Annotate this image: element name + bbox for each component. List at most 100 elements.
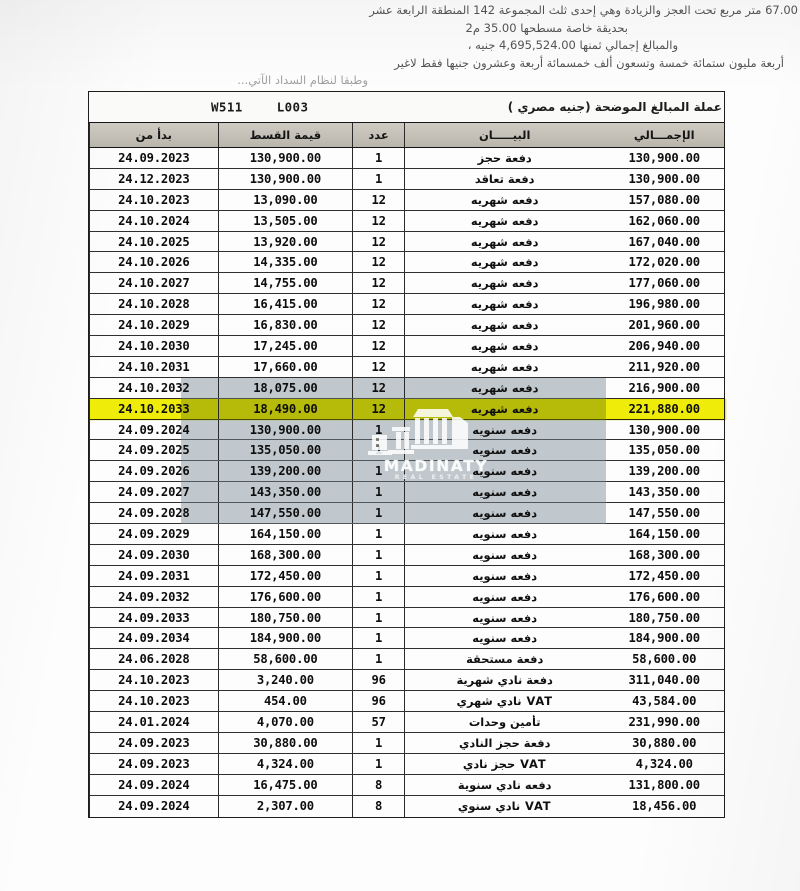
table-row[interactable]: 24.10.2031 17,660.00 12 دفعه شهريه 211,920.0… — [89, 356, 724, 378]
table-row[interactable]: 24.10.2033 18,490.00 12 دفعه شهريه 221,880.0… — [89, 398, 724, 420]
table-row[interactable]: 24.01.2024 4,070.00 57 تأمين وحدات 231,990.0… — [89, 712, 724, 733]
cell-description-value: دفعة تعاقد — [474, 171, 535, 186]
table-row[interactable]: 24.10.2025 13,920.00 12 دفعه شهريه 167,040.0… — [89, 231, 724, 253]
table-row[interactable]: 24.09.2023 4,324.00 1 VAT حجز نادي 4,324.00 — [89, 753, 724, 775]
table-row[interactable]: 24.10.2027 14,755.00 12 دفعه شهريه 177,060.0… — [89, 273, 724, 295]
cell-start-date-value: 24.10.2030 — [118, 338, 190, 353]
cell-description: تأمين وحدات — [404, 712, 604, 732]
cell-installment-value-value: 143,350.00 — [249, 485, 322, 500]
cell-start-date-value: 24.09.2026 — [118, 464, 190, 479]
cell-count: 1 — [352, 419, 404, 440]
table-row[interactable]: 24.10.2032 18,075.00 12 دفعه شهريه 216,900.0… — [89, 377, 724, 399]
cell-description: دفعه سنويه — [404, 586, 604, 607]
cell-total-value: 211,920.00 — [628, 359, 701, 374]
cell-start-date-value: 24.10.2023 — [118, 192, 190, 207]
cell-count-value: 57 — [371, 714, 386, 729]
cell-description-value: VAT نادي سنوي — [457, 799, 552, 814]
cell-start-date: 24.09.2034 — [89, 628, 218, 649]
table-row[interactable]: 24.10.2023 13,090.00 12 دفعه شهريه 157,080.0… — [89, 189, 724, 211]
cell-total-value: 58,600.00 — [632, 652, 697, 667]
table-row[interactable]: 24.12.2023 130,900.00 1 دفعة تعاقد 130,900.0… — [89, 168, 724, 190]
cell-start-date: 24.09.2024 — [89, 795, 218, 817]
cell-installment-value-value: 18,490.00 — [253, 401, 318, 416]
table-row[interactable]: 24.10.2023 454.00 96 VAT نادي شهري 43,584.00 — [89, 691, 724, 713]
table-row[interactable]: 24.10.2029 16,830.00 12 دفعه شهريه 201,960.0… — [89, 315, 724, 337]
table-row[interactable]: 24.09.2027 143,350.00 1 دفعه سنويه 143,350.0… — [89, 482, 724, 504]
cell-description-value: دفعة مستحقة — [466, 652, 544, 667]
table-row[interactable]: 24.09.2031 172,450.00 1 دفعه سنويه 172,450.0… — [89, 565, 724, 587]
table-row[interactable]: 24.09.2024 2,307.00 8 VAT نادي سنوي 18,456.0… — [89, 795, 724, 817]
cell-installment-value: 13,505.00 — [217, 210, 353, 231]
table-row[interactable]: 24.09.2028 147,550.00 1 دفعه سنويه 147,550.0… — [89, 503, 724, 525]
table-row[interactable]: 24.10.2024 13,505.00 12 دفعه شهريه 162,060.0… — [89, 210, 724, 232]
cell-installment-value: 184,900.00 — [217, 628, 353, 649]
cell-total-value: 221,880.00 — [628, 401, 701, 416]
table-row[interactable]: 24.09.2029 164,150.00 1 دفعه سنويه 164,150.0… — [89, 524, 724, 545]
cell-installment-value-value: 130,900.00 — [249, 150, 322, 165]
cell-start-date: 24.12.2023 — [89, 168, 218, 189]
cell-start-date: 24.09.2025 — [89, 440, 218, 461]
cell-start-date-value: 24.09.2030 — [118, 547, 190, 562]
cell-installment-value: 130,900.00 — [217, 148, 353, 168]
table-row[interactable]: 24.06.2028 58,600.00 1 دفعة مستحقة 58,600.00 — [89, 649, 724, 671]
cell-count-value: 1 — [375, 652, 383, 667]
table-row[interactable]: 24.09.2032 176,600.00 1 دفعه سنويه 176,600.0… — [89, 586, 724, 608]
cell-description: دفعه شهريه — [404, 189, 604, 210]
table-row[interactable]: 24.09.2030 168,300.00 1 دفعه سنويه 168,300.0… — [89, 544, 724, 566]
cell-start-date-value: 24.12.2023 — [118, 171, 190, 186]
table-row[interactable]: 24.09.2023 30,880.00 1 دفعة حجز النادي 30,88… — [89, 732, 724, 754]
table-row[interactable]: 24.09.2033 180,750.00 1 دفعه سنويه 180,750.0… — [89, 607, 724, 629]
cell-installment-value: 58,600.00 — [217, 649, 353, 670]
cell-installment-value-value: 17,660.00 — [253, 359, 318, 374]
cell-total-value: 143,350.00 — [628, 485, 701, 500]
cell-installment-value: 3,240.00 — [217, 670, 353, 691]
cell-total: 164,150.00 — [604, 524, 724, 544]
cell-count: 1 — [352, 628, 404, 649]
cell-total-value: 130,900.00 — [628, 150, 701, 165]
cell-total: 143,350.00 — [604, 482, 724, 502]
cell-description-value: دفعه سنويه — [472, 589, 538, 604]
cell-total: 58,600.00 — [604, 649, 724, 669]
cell-count: 1 — [352, 461, 404, 482]
cell-description-value: دفعه شهريه — [470, 338, 539, 353]
cell-installment-value-value: 16,415.00 — [253, 297, 318, 312]
cell-installment-value-value: 130,900.00 — [249, 171, 322, 186]
table-row[interactable]: 24.10.2028 16,415.00 12 دفعه شهريه 196,980.0… — [89, 294, 724, 316]
cell-start-date-value: 24.09.2027 — [118, 485, 190, 500]
cell-start-date: 24.09.2030 — [89, 544, 218, 565]
table-row[interactable]: 24.09.2024 16,475.00 8 دفعه نادي سنوية 131,8… — [89, 774, 724, 796]
cell-start-date-value: 24.09.2032 — [118, 589, 190, 604]
cell-description: VAT نادي سنوي — [404, 795, 604, 817]
table-row[interactable]: 24.09.2024 130,900.00 1 دفعه سنويه 130,900.0… — [89, 419, 724, 441]
column-header-start-date: بدأ من — [89, 123, 218, 147]
cell-installment-value: 130,900.00 — [217, 168, 353, 189]
cell-description-value: دفعه شهريه — [470, 359, 539, 374]
cell-start-date: 24.10.2032 — [89, 377, 218, 398]
cell-start-date-value: 24.09.2025 — [118, 443, 190, 458]
cell-installment-value-value: 18,075.00 — [253, 380, 318, 395]
table-row[interactable]: 24.09.2023 130,900.00 1 دفعة حجز 130,900.00 — [89, 148, 724, 169]
unit-codes: W511 L003 — [211, 100, 308, 115]
cell-description-value: دفعه سنويه — [472, 443, 538, 458]
cell-total: 157,080.00 — [604, 190, 724, 210]
cell-count: 8 — [352, 795, 404, 817]
column-header-installment-value: قيمة القسط — [217, 123, 353, 147]
table-row[interactable]: 24.09.2025 135,050.00 1 دفعه سنويه 135,050.0… — [89, 440, 724, 462]
cell-description: دفعه سنويه — [404, 544, 604, 565]
preamble-line-3: والمبالغ إجمالي ثمنها 4,695,524.00 جنيه … — [467, 38, 678, 52]
cell-installment-value-value: 13,090.00 — [253, 192, 318, 207]
cell-description: دفعه سنويه — [404, 440, 604, 461]
table-row[interactable]: 24.10.2023 3,240.00 96 دفعة نادي شهرية 311,0… — [89, 670, 724, 692]
table-row[interactable]: 24.09.2026 139,200.00 1 دفعه سنويه 139,200.0… — [89, 461, 724, 483]
cell-installment-value-value: 3,240.00 — [256, 673, 314, 688]
cell-start-date: 24.09.2023 — [89, 753, 218, 774]
cell-total-value: 130,900.00 — [628, 171, 701, 186]
cell-installment-value-value: 14,335.00 — [253, 255, 318, 270]
table-row[interactable]: 24.10.2030 17,245.00 12 دفعه شهريه 206,940.0… — [89, 336, 724, 357]
preamble-line-5: وطبقا لنظام السداد الآتي... — [237, 73, 368, 87]
table-row[interactable]: 24.09.2034 184,900.00 1 دفعه سنويه 184,900.0… — [89, 628, 724, 650]
table-row[interactable]: 24.10.2026 14,335.00 12 دفعه شهريه 172,020.0… — [89, 252, 724, 274]
cell-description: دفعه شهريه — [404, 273, 604, 294]
cell-description: دفعه شهريه — [404, 398, 604, 419]
cell-description: دفعه سنويه — [404, 524, 604, 544]
